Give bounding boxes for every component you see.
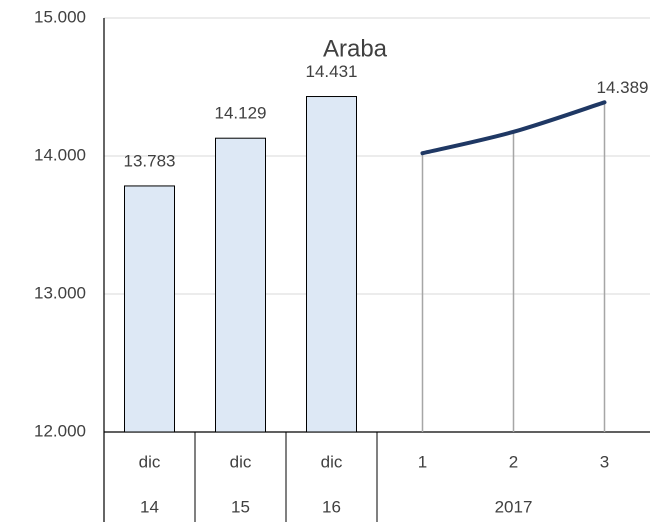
bar — [306, 96, 357, 433]
bar — [124, 185, 175, 433]
y-tick-label: 14.000 — [34, 145, 86, 164]
x-tick-label: 1 — [418, 452, 427, 471]
x-group-label: 15 — [231, 497, 250, 516]
y-tick-label: 12.000 — [34, 421, 86, 440]
bar — [215, 137, 266, 433]
chart-title: Araba — [323, 35, 388, 62]
x-tick-label: 2 — [509, 452, 518, 471]
y-tick-label: 13.000 — [34, 283, 86, 302]
x-tick-label: dic — [230, 452, 252, 471]
x-tick-label: 3 — [600, 452, 609, 471]
x-tick-label: dic — [321, 452, 343, 471]
data-label: 14.389 — [597, 78, 649, 97]
x-group-label: 2017 — [495, 497, 533, 516]
data-label: 14.129 — [215, 104, 267, 123]
data-label: 14.431 — [306, 62, 358, 81]
data-label: 13.783 — [124, 151, 176, 170]
x-group-label: 14 — [140, 497, 159, 516]
x-tick-label: dic — [139, 452, 161, 471]
x-group-label: 16 — [322, 497, 341, 516]
line — [420, 100, 607, 156]
y-tick-label: 15.000 — [34, 7, 86, 26]
